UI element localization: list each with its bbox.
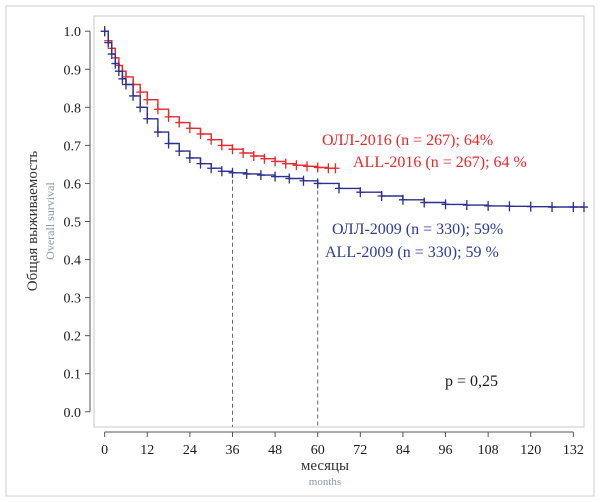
y-axis-label: Общая выживаемость <box>25 151 41 292</box>
x-tick-label: 60 <box>311 443 325 458</box>
data-point <box>164 111 173 122</box>
data-point <box>271 171 280 182</box>
data-point <box>217 140 226 151</box>
x-tick-label: 36 <box>225 443 239 458</box>
axes: 0.0 0.1 0.2 0.3 0.4 0.5 0.6 0.7 0.8 0.9 1.0 0 12 24 36… <box>64 25 584 458</box>
data-point <box>526 201 535 212</box>
series-group <box>100 26 588 213</box>
annotation-2009-ru: ОЛЛ-2009 (n = 330); 59% <box>332 221 503 238</box>
x-tick-label: 0 <box>101 443 108 458</box>
data-point <box>104 37 113 48</box>
x-tick-label: 24 <box>183 443 197 458</box>
data-point <box>153 104 162 115</box>
data-point <box>398 194 407 205</box>
p-value-label: p = 0,25 <box>445 373 498 390</box>
data-point <box>281 158 290 169</box>
annotation-2009-en: ALL-2009 (n = 330); 59 % <box>325 244 499 261</box>
data-point <box>164 138 173 149</box>
y-tick-label: 0.6 <box>64 177 82 192</box>
data-point <box>313 162 322 173</box>
data-point <box>249 151 258 162</box>
y-tick-label: 0.7 <box>64 139 82 154</box>
y-tick-label: 0.3 <box>64 292 82 307</box>
data-point <box>217 166 226 177</box>
data-point <box>260 153 269 164</box>
data-point <box>111 58 120 69</box>
data-point <box>271 156 280 167</box>
x-tick-label: 96 <box>439 443 453 458</box>
data-point <box>185 152 194 163</box>
data-point <box>242 168 251 179</box>
y-tick-label: 0.9 <box>64 63 82 78</box>
data-point <box>505 201 514 212</box>
data-point <box>207 163 216 174</box>
data-point <box>175 146 184 157</box>
data-point <box>185 123 194 134</box>
data-point <box>299 175 308 186</box>
data-point <box>207 134 216 145</box>
x-tick-label: 120 <box>520 443 541 458</box>
data-point <box>143 94 152 105</box>
x-tick-label: 72 <box>353 443 367 458</box>
series-ALL-2009 <box>100 26 588 213</box>
data-point <box>121 79 130 90</box>
data-point <box>129 90 138 101</box>
data-point <box>107 49 116 60</box>
y-axis-label-en: Overall survival <box>43 182 57 260</box>
data-point <box>196 128 205 139</box>
y-tick-label: 1.0 <box>64 25 82 40</box>
data-point <box>285 173 294 184</box>
data-point <box>569 202 578 213</box>
x-tick-label: 48 <box>268 443 282 458</box>
data-point <box>462 200 471 211</box>
x-axis-label: месяцы <box>301 458 349 474</box>
y-tick-label: 0.1 <box>64 368 82 383</box>
y-tick-label: 0.4 <box>64 254 82 269</box>
data-point <box>356 187 365 198</box>
annotation-2016-ru: ОЛЛ-2016 (n = 267); 64% <box>322 132 493 149</box>
x-tick-label: 12 <box>140 443 154 458</box>
data-point <box>377 191 386 202</box>
data-point <box>153 127 162 138</box>
data-point <box>228 167 237 178</box>
data-point <box>143 113 152 124</box>
y-tick-label: 0.0 <box>64 406 82 421</box>
data-point <box>548 202 557 213</box>
data-point <box>313 178 322 189</box>
annotation-2016-en: ALL-2016 (n = 267); 64 % <box>353 154 527 171</box>
x-tick-label: 84 <box>396 443 410 458</box>
data-point <box>335 183 343 194</box>
x-axis-label-en: months <box>309 476 341 488</box>
y-tick-label: 0.8 <box>64 101 82 116</box>
data-point <box>256 170 265 181</box>
data-point <box>441 199 450 210</box>
data-point <box>175 117 184 128</box>
data-point <box>303 161 312 172</box>
data-point <box>196 158 205 169</box>
x-tick-label: 108 <box>478 443 499 458</box>
data-point <box>114 66 123 77</box>
reference-lines <box>231 172 319 427</box>
data-point <box>118 73 127 84</box>
data-point <box>136 102 145 113</box>
data-point <box>324 163 333 174</box>
data-point <box>420 197 429 208</box>
data-point <box>239 148 248 158</box>
data-point <box>331 163 340 174</box>
plot-area <box>93 15 585 428</box>
data-point <box>580 202 588 213</box>
y-tick-label: 0.2 <box>64 330 82 345</box>
y-tick-label: 0.5 <box>64 216 82 231</box>
data-point <box>228 144 237 155</box>
data-point <box>484 200 493 211</box>
data-point <box>292 160 301 171</box>
x-tick-label: 132 <box>563 443 584 458</box>
data-point <box>100 26 109 37</box>
figure-border <box>5 5 595 497</box>
